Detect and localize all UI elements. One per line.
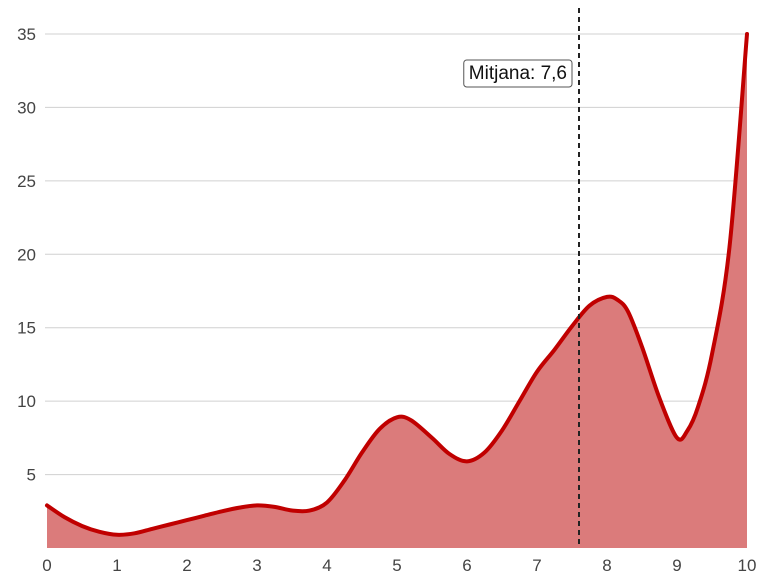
gridlines <box>45 33 747 476</box>
mean-label: Mitjana: 7,6 <box>469 63 567 84</box>
y-tick-label: 20 <box>17 245 36 264</box>
x-tick-label: 8 <box>602 556 611 575</box>
area-series <box>45 32 749 548</box>
area-fill <box>47 34 747 548</box>
mean-annotation: Mitjana: 7,6 <box>463 8 580 548</box>
y-tick-label: 10 <box>17 392 36 411</box>
series-line <box>45 32 749 537</box>
x-tick-label: 6 <box>462 556 471 575</box>
x-tick-label: 3 <box>252 556 261 575</box>
x-tick-label: 10 <box>738 556 757 575</box>
x-tick-label: 9 <box>672 556 681 575</box>
x-tick-label: 7 <box>532 556 541 575</box>
x-tick-label: 4 <box>322 556 331 575</box>
mean-label-box <box>463 59 573 88</box>
x-tick-label: 1 <box>112 556 121 575</box>
y-tick-label: 5 <box>27 466 36 485</box>
y-axis-tick-labels: 5 10 15 20 25 30 35 <box>17 25 36 485</box>
y-tick-label: 35 <box>17 25 36 44</box>
x-tick-label: 2 <box>182 556 191 575</box>
x-axis-tick-labels: 0 1 2 3 4 5 6 7 8 9 10 <box>42 556 756 575</box>
x-tick-label: 5 <box>392 556 401 575</box>
y-tick-label: 25 <box>17 172 36 191</box>
x-tick-label: 0 <box>42 556 51 575</box>
y-tick-label: 15 <box>17 319 36 338</box>
y-tick-label: 30 <box>17 98 36 117</box>
